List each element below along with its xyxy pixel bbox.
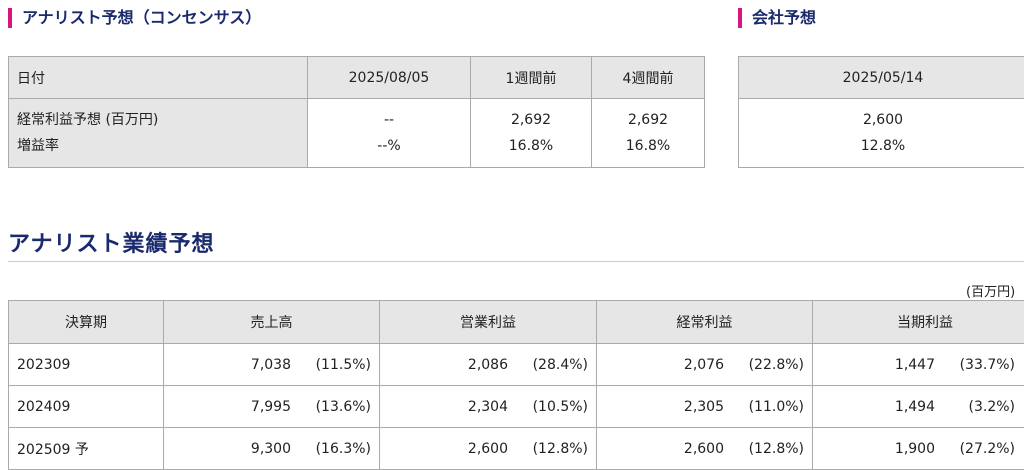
operating-cell: 2,304(10.5%) bbox=[380, 386, 597, 428]
ordinary-growth: (22.8%) bbox=[724, 357, 804, 373]
header-period: 決算期 bbox=[9, 301, 164, 344]
consensus-1week-values: 2,692 16.8% bbox=[471, 99, 592, 168]
header-sales: 売上高 bbox=[164, 301, 380, 344]
period-cell: 202509 予 bbox=[9, 428, 164, 470]
table-row: 202309 7,038(11.5%) 2,086(28.4%) 2,076(2… bbox=[9, 344, 1024, 386]
week4-growth: 16.8% bbox=[592, 133, 704, 159]
table-row: 202409 7,995(13.6%) 2,304(10.5%) 2,305(1… bbox=[9, 386, 1024, 428]
sales-value: 7,038 bbox=[251, 357, 291, 373]
consensus-title: アナリスト予想（コンセンサス） bbox=[8, 8, 261, 28]
operating-value: 2,600 bbox=[468, 441, 508, 457]
header-4week: 4週間前 bbox=[592, 57, 705, 99]
week4-profit: 2,692 bbox=[592, 107, 704, 133]
ordinary-cell: 2,600(12.8%) bbox=[597, 428, 813, 470]
period-cell: 202309 bbox=[9, 344, 164, 386]
company-profit: 2,600 bbox=[739, 107, 1024, 133]
operating-cell: 2,600(12.8%) bbox=[380, 428, 597, 470]
company-forecast-table: 2025/05/14 2,600 12.8% bbox=[738, 56, 1024, 168]
week1-growth: 16.8% bbox=[471, 133, 591, 159]
operating-growth: (28.4%) bbox=[508, 357, 588, 373]
analyst-forecast-title: アナリスト業績予想 bbox=[8, 226, 215, 258]
consensus-table: 日付 2025/08/05 1週間前 4週間前 経常利益予想 (百万円) 増益率… bbox=[8, 56, 705, 168]
label-ordinary-profit: 経常利益予想 (百万円) bbox=[17, 107, 307, 133]
ordinary-value: 2,600 bbox=[684, 441, 724, 457]
company-header-date: 2025/05/14 bbox=[739, 57, 1024, 99]
operating-growth: (12.8%) bbox=[508, 441, 588, 457]
header-date: 日付 bbox=[9, 57, 308, 99]
sales-growth: (13.6%) bbox=[291, 399, 371, 415]
net-value: 1,494 bbox=[895, 399, 935, 415]
header-latest: 2025/08/05 bbox=[308, 57, 471, 99]
ordinary-value: 2,305 bbox=[684, 399, 724, 415]
ordinary-cell: 2,076(22.8%) bbox=[597, 344, 813, 386]
latest-profit: -- bbox=[308, 107, 470, 133]
sales-cell: 7,038(11.5%) bbox=[164, 344, 380, 386]
title-divider bbox=[8, 261, 1024, 262]
sales-growth: (11.5%) bbox=[291, 357, 371, 373]
ordinary-cell: 2,305(11.0%) bbox=[597, 386, 813, 428]
sales-cell: 9,300(16.3%) bbox=[164, 428, 380, 470]
ordinary-growth: (11.0%) bbox=[724, 399, 804, 415]
operating-value: 2,086 bbox=[468, 357, 508, 373]
header-ordinary-profit: 経常利益 bbox=[597, 301, 813, 344]
label-growth-rate: 増益率 bbox=[17, 133, 307, 159]
operating-cell: 2,086(28.4%) bbox=[380, 344, 597, 386]
operating-growth: (10.5%) bbox=[508, 399, 588, 415]
net-growth: (3.2%) bbox=[935, 399, 1015, 415]
net-growth: (27.2%) bbox=[935, 441, 1015, 457]
company-growth: 12.8% bbox=[739, 133, 1024, 159]
net-cell: 1,447(33.7%) bbox=[813, 344, 1024, 386]
header-operating-profit: 営業利益 bbox=[380, 301, 597, 344]
net-value: 1,900 bbox=[895, 441, 935, 457]
company-values: 2,600 12.8% bbox=[739, 99, 1024, 168]
consensus-latest-values: -- --% bbox=[308, 99, 471, 168]
unit-label: (百万円) bbox=[966, 281, 1015, 300]
net-cell: 1,900(27.2%) bbox=[813, 428, 1024, 470]
net-cell: 1,494(3.2%) bbox=[813, 386, 1024, 428]
analyst-forecast-table: 決算期 売上高 営業利益 経常利益 当期利益 202309 7,038(11.5… bbox=[8, 300, 1024, 470]
period-cell: 202409 bbox=[9, 386, 164, 428]
sales-cell: 7,995(13.6%) bbox=[164, 386, 380, 428]
table-row: 202509 予 9,300(16.3%) 2,600(12.8%) 2,600… bbox=[9, 428, 1024, 470]
ordinary-growth: (12.8%) bbox=[724, 441, 804, 457]
consensus-row-labels: 経常利益予想 (百万円) 増益率 bbox=[9, 99, 308, 168]
header-1week: 1週間前 bbox=[471, 57, 592, 99]
net-growth: (33.7%) bbox=[935, 357, 1015, 373]
week1-profit: 2,692 bbox=[471, 107, 591, 133]
latest-growth: --% bbox=[308, 133, 470, 159]
operating-value: 2,304 bbox=[468, 399, 508, 415]
company-forecast-title: 会社予想 bbox=[738, 8, 816, 28]
consensus-4week-values: 2,692 16.8% bbox=[592, 99, 705, 168]
header-net-profit: 当期利益 bbox=[813, 301, 1024, 344]
ordinary-value: 2,076 bbox=[684, 357, 724, 373]
net-value: 1,447 bbox=[895, 357, 935, 373]
sales-value: 9,300 bbox=[251, 441, 291, 457]
sales-value: 7,995 bbox=[251, 399, 291, 415]
sales-growth: (16.3%) bbox=[291, 441, 371, 457]
